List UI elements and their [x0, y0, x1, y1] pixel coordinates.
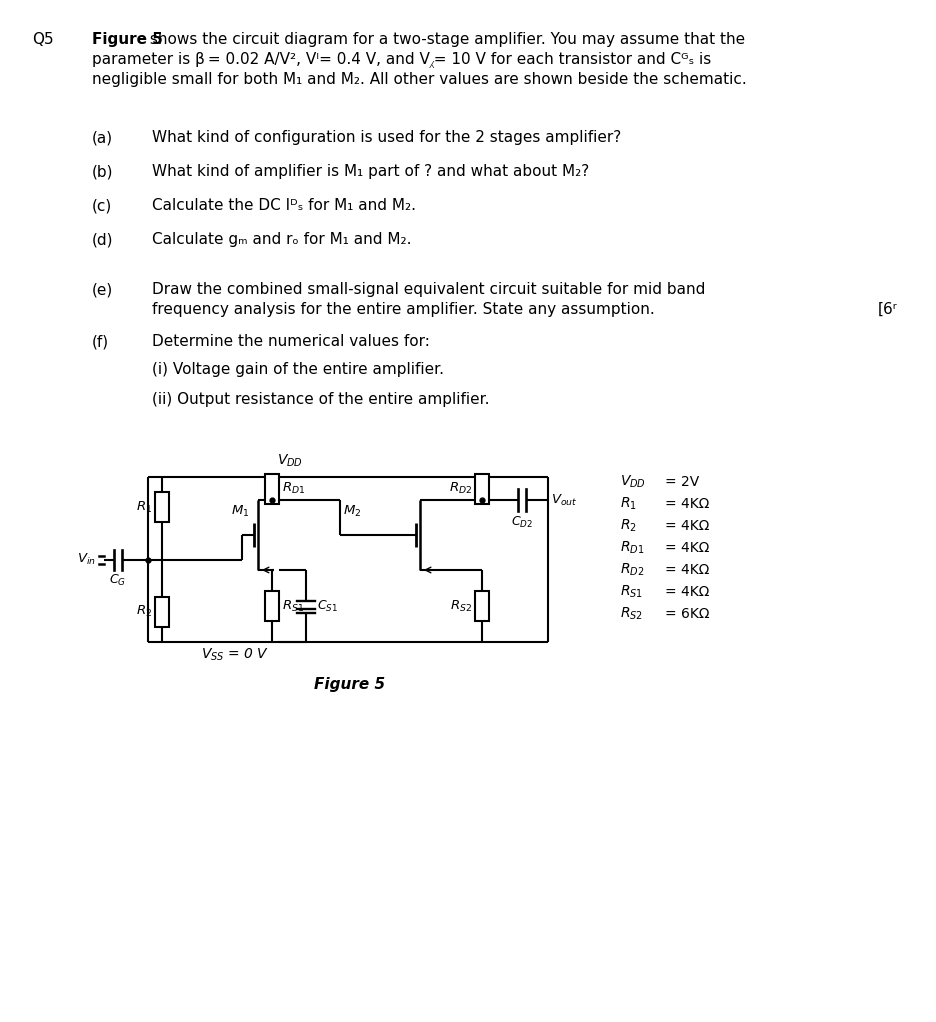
Text: Figure 5: Figure 5	[92, 32, 163, 47]
Bar	[155, 597, 169, 626]
Text: parameter is β = 0.02 A/V², Vᴵ= 0.4 V, and V⁁= 10 V for each transistor and Cᴳₛ : parameter is β = 0.02 A/V², Vᴵ= 0.4 V, a…	[92, 52, 711, 68]
Text: frequency analysis for the entire amplifier. State any assumption.: frequency analysis for the entire amplif…	[152, 301, 655, 317]
Text: $C_G$: $C_G$	[110, 572, 126, 588]
Text: $V_{SS}$ = 0 V: $V_{SS}$ = 0 V	[201, 647, 270, 663]
Text: $R_1$: $R_1$	[620, 496, 636, 512]
Text: $R_{D2}$: $R_{D2}$	[620, 562, 644, 578]
Text: $M_1$: $M_1$	[231, 504, 249, 519]
Text: (b): (b)	[92, 164, 113, 179]
Text: $R_{S2}$: $R_{S2}$	[620, 606, 643, 622]
Text: (f): (f)	[92, 334, 110, 349]
Text: (d): (d)	[92, 232, 113, 247]
Text: = 4KΩ: = 4KΩ	[665, 585, 709, 599]
Text: Calculate gₘ and rₒ for M₁ and M₂.: Calculate gₘ and rₒ for M₁ and M₂.	[152, 232, 412, 247]
Text: shows the circuit diagram for a two-stage amplifier. You may assume that the: shows the circuit diagram for a two-stag…	[145, 32, 745, 47]
Text: negligible small for both M₁ and M₂. All other values are shown beside the schem: negligible small for both M₁ and M₂. All…	[92, 72, 747, 87]
Text: $R_2$: $R_2$	[620, 518, 636, 535]
Text: $C_{D2}$: $C_{D2}$	[511, 515, 533, 530]
Text: $R_{S1}$: $R_{S1}$	[620, 584, 643, 600]
Text: Calculate the DC Iᴰₛ for M₁ and M₂.: Calculate the DC Iᴰₛ for M₁ and M₂.	[152, 198, 416, 213]
Bar	[265, 473, 279, 504]
Text: $R_{D2}$: $R_{D2}$	[448, 481, 472, 496]
Text: What kind of amplifier is M₁ part of ? and what about M₂?: What kind of amplifier is M₁ part of ? a…	[152, 164, 590, 179]
Text: (a): (a)	[92, 130, 113, 145]
Text: $V_{out}$: $V_{out}$	[551, 493, 578, 508]
Text: (c): (c)	[92, 198, 112, 213]
Text: $R_2$: $R_2$	[136, 604, 152, 619]
Text: $R_{D1}$: $R_{D1}$	[620, 540, 644, 556]
Text: Draw the combined small-signal equivalent circuit suitable for mid band: Draw the combined small-signal equivalen…	[152, 282, 706, 297]
Text: = 4KΩ: = 4KΩ	[665, 497, 709, 511]
Text: $V_{in}$: $V_{in}$	[77, 552, 96, 567]
Text: (ii) Output resistance of the entire amplifier.: (ii) Output resistance of the entire amp…	[152, 392, 490, 407]
Text: (e): (e)	[92, 282, 113, 297]
Bar	[155, 493, 169, 522]
Text: $R_{D1}$: $R_{D1}$	[282, 481, 305, 496]
Text: $R_{S2}$: $R_{S2}$	[450, 599, 472, 613]
Text: What kind of configuration is used for the 2 stages amplifier?: What kind of configuration is used for t…	[152, 130, 622, 145]
Bar	[475, 591, 489, 621]
Bar	[475, 473, 489, 504]
Text: (i) Voltage gain of the entire amplifier.: (i) Voltage gain of the entire amplifier…	[152, 362, 444, 377]
Text: $R_1$: $R_1$	[136, 500, 152, 515]
Text: = 4KΩ: = 4KΩ	[665, 519, 709, 533]
Text: $M_2$: $M_2$	[343, 504, 361, 519]
Text: $V_{DD}$: $V_{DD}$	[277, 453, 303, 469]
Text: = 2V: = 2V	[665, 475, 699, 489]
Bar	[265, 591, 279, 621]
Text: Determine the numerical values for:: Determine the numerical values for:	[152, 334, 430, 349]
Text: $V_{DD}$: $V_{DD}$	[620, 474, 646, 491]
Text: Figure 5: Figure 5	[314, 677, 386, 692]
Text: [6ʳ: [6ʳ	[878, 301, 898, 317]
Text: $R_{S1}$: $R_{S1}$	[282, 599, 304, 613]
Text: = 6KΩ: = 6KΩ	[665, 607, 709, 621]
Text: = 4KΩ: = 4KΩ	[665, 563, 709, 577]
Text: Q5: Q5	[32, 32, 53, 47]
Text: $C_{S1}$: $C_{S1}$	[317, 599, 338, 613]
Text: = 4KΩ: = 4KΩ	[665, 541, 709, 555]
